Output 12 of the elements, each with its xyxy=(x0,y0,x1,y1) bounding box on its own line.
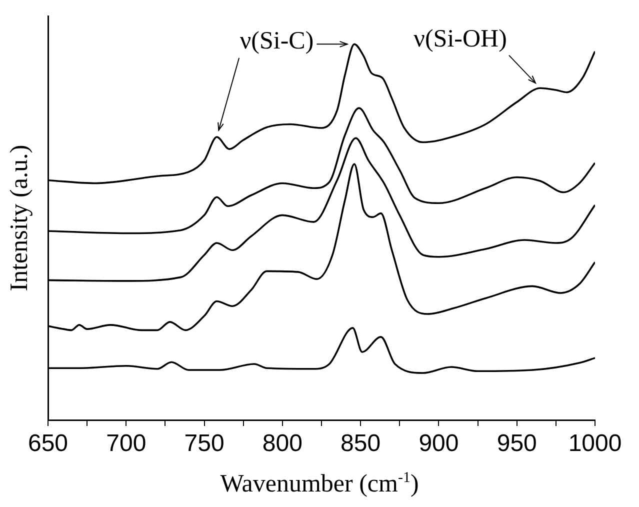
x-tick-label: 900 xyxy=(418,430,459,458)
x-tick-label: 1000 xyxy=(568,430,622,458)
x-tick-label: 850 xyxy=(340,430,381,458)
x-tick-label: 950 xyxy=(496,430,537,458)
x-tick-label: 700 xyxy=(106,430,146,458)
x-tick-label: 750 xyxy=(184,430,224,458)
annotation: ν(Si-OH) xyxy=(414,26,507,53)
annotation: ν(Si-C) xyxy=(240,28,314,55)
y-axis-title: Intensity (a.u.) xyxy=(6,144,34,292)
x-tick-label: 650 xyxy=(28,430,68,458)
x-axis-title: Wavenumber (cm$^{-1}$) xyxy=(219,470,420,498)
x-tick-label: 800 xyxy=(262,430,302,458)
